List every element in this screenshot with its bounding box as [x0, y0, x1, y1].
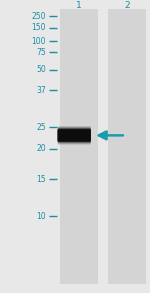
Text: 15: 15: [36, 175, 46, 184]
Text: 2: 2: [124, 1, 130, 10]
Text: 150: 150: [31, 23, 46, 32]
Text: 20: 20: [36, 144, 46, 153]
Text: 1: 1: [76, 1, 82, 10]
Text: 50: 50: [36, 65, 46, 74]
FancyBboxPatch shape: [58, 127, 91, 143]
FancyBboxPatch shape: [58, 129, 91, 142]
Bar: [108, 9, 146, 284]
Text: 250: 250: [31, 12, 46, 21]
FancyBboxPatch shape: [58, 128, 91, 142]
Bar: [60, 9, 98, 284]
Text: 37: 37: [36, 86, 46, 95]
Text: 10: 10: [36, 212, 46, 221]
Text: 25: 25: [36, 123, 46, 132]
Text: 75: 75: [36, 48, 46, 57]
Text: 100: 100: [31, 37, 46, 45]
FancyBboxPatch shape: [58, 126, 91, 145]
